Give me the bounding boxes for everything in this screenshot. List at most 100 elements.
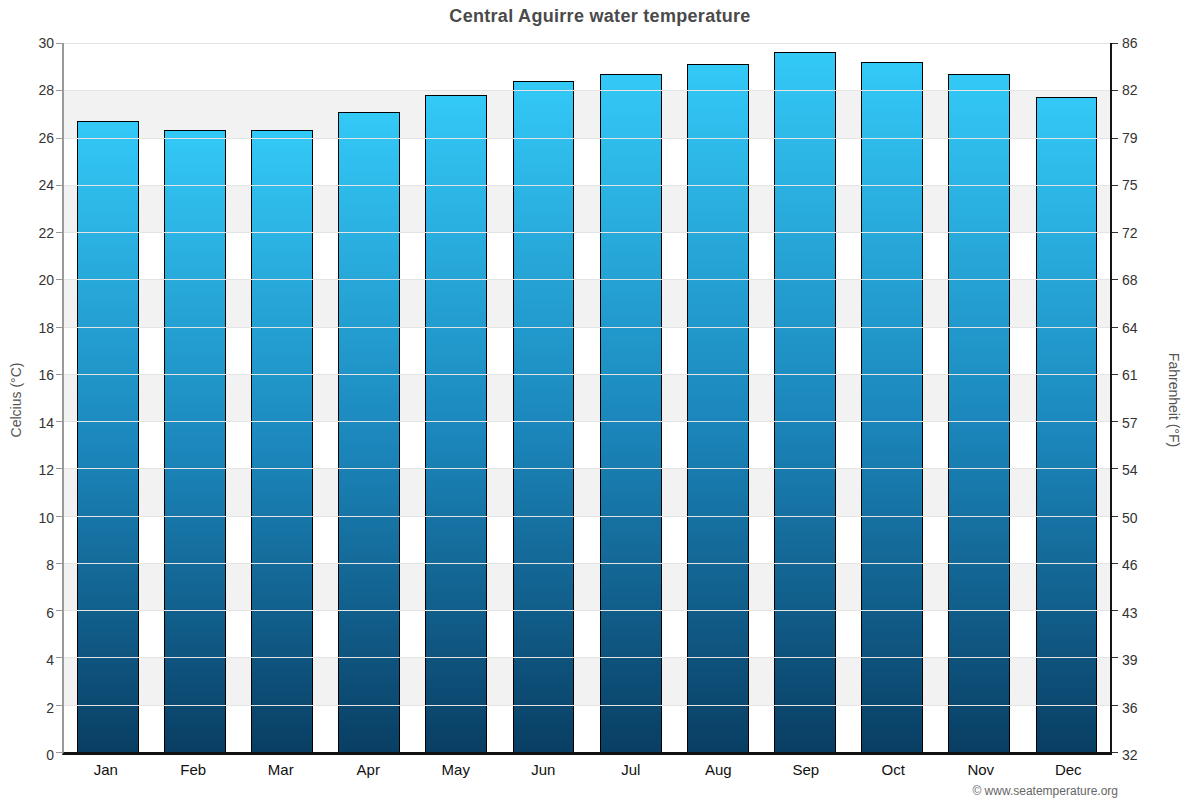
tick-mark-left (56, 752, 62, 753)
month-label-jul: Jul (587, 761, 675, 778)
chart-title: Central Aguirre water temperature (0, 6, 1200, 27)
gridline (64, 516, 1110, 517)
gridline (64, 610, 1110, 611)
tick-mark-left (56, 232, 62, 233)
celsius-tick-label: 4 (46, 651, 54, 669)
month-label-jan: Jan (62, 761, 150, 778)
celsius-tick-label: 10 (38, 509, 54, 527)
tick-mark-left (56, 138, 62, 139)
temperature-bar-jun (513, 81, 575, 752)
fahrenheit-tick-label: 64 (1122, 319, 1138, 337)
tick-mark-right (1112, 279, 1118, 280)
fahrenheit-tick-label: 75 (1122, 176, 1138, 194)
y-axis-labels-fahrenheit: 86827975726864615754504643393632 (1122, 43, 1182, 755)
chart-container: Central Aguirre water temperature Celciu… (0, 0, 1200, 800)
tick-mark-left (56, 185, 62, 186)
plot-area (62, 43, 1112, 755)
y-axis-labels-celsius: 302826242220181614121086420 (0, 43, 54, 755)
celsius-tick-label: 14 (38, 414, 54, 432)
month-label-aug: Aug (675, 761, 763, 778)
tick-mark-left (56, 279, 62, 280)
celsius-tick-label: 6 (46, 604, 54, 622)
tick-mark-left (56, 43, 62, 44)
celsius-tick-label: 8 (46, 556, 54, 574)
bar-slot-oct (849, 43, 936, 752)
tick-mark-right (1112, 43, 1118, 44)
tick-mark-right (1112, 374, 1118, 375)
temperature-bar-oct (861, 62, 923, 752)
tick-mark-left (56, 327, 62, 328)
month-label-oct: Oct (850, 761, 938, 778)
gridline (64, 657, 1110, 658)
bar-slot-apr (326, 43, 413, 752)
month-label-nov: Nov (937, 761, 1025, 778)
gridline (64, 279, 1110, 280)
fahrenheit-tick-label: 72 (1122, 224, 1138, 242)
celsius-tick-label: 0 (46, 746, 54, 764)
celsius-tick-label: 24 (38, 176, 54, 194)
tick-mark-left (56, 421, 62, 422)
tick-mark-left (56, 90, 62, 91)
gridline (64, 421, 1110, 422)
gridline (64, 90, 1110, 91)
celsius-tick-label: 28 (38, 81, 54, 99)
fahrenheit-tick-label: 79 (1122, 129, 1138, 147)
bar-slot-may (413, 43, 500, 752)
fahrenheit-tick-label: 36 (1122, 699, 1138, 717)
tick-mark-right (1112, 138, 1118, 139)
tick-mark-right (1112, 516, 1118, 517)
gridline (64, 374, 1110, 375)
tick-mark-right (1112, 185, 1118, 186)
temperature-bar-jul (600, 74, 662, 752)
gridline (64, 232, 1110, 233)
tick-mark-right (1112, 90, 1118, 91)
month-label-may: May (412, 761, 500, 778)
fahrenheit-tick-label: 32 (1122, 746, 1138, 764)
tick-mark-right (1112, 468, 1118, 469)
fahrenheit-tick-label: 82 (1122, 81, 1138, 99)
gridline (64, 185, 1110, 186)
bar-slot-dec (1023, 43, 1110, 752)
month-label-feb: Feb (150, 761, 238, 778)
celsius-tick-label: 2 (46, 699, 54, 717)
celsius-tick-label: 12 (38, 461, 54, 479)
fahrenheit-tick-label: 86 (1122, 34, 1138, 52)
fahrenheit-tick-label: 68 (1122, 271, 1138, 289)
x-axis-labels: JanFebMarAprMayJunJulAugSepOctNovDec (62, 761, 1112, 778)
bar-slot-jul (587, 43, 674, 752)
month-label-jun: Jun (500, 761, 588, 778)
gridline (64, 327, 1110, 328)
gridline (64, 563, 1110, 564)
tick-mark-left (56, 705, 62, 706)
tick-mark-right (1112, 657, 1118, 658)
bar-slot-sep (761, 43, 848, 752)
bar-slot-nov (936, 43, 1023, 752)
fahrenheit-tick-label: 61 (1122, 366, 1138, 384)
tick-mark-right (1112, 752, 1118, 753)
month-label-apr: Apr (325, 761, 413, 778)
celsius-tick-label: 22 (38, 224, 54, 242)
bar-slot-feb (151, 43, 238, 752)
tick-mark-right (1112, 563, 1118, 564)
month-label-sep: Sep (762, 761, 850, 778)
temperature-bar-may (425, 95, 487, 752)
temperature-bar-sep (774, 52, 836, 752)
tick-mark-left (56, 563, 62, 564)
temperature-bar-mar (251, 130, 313, 752)
tick-mark-right (1112, 327, 1118, 328)
bar-slot-jan (64, 43, 151, 752)
tick-mark-left (56, 610, 62, 611)
gridline (64, 468, 1110, 469)
tick-mark-right (1112, 232, 1118, 233)
celsius-tick-label: 20 (38, 271, 54, 289)
gridline (64, 138, 1110, 139)
tick-mark-left (56, 657, 62, 658)
celsius-tick-label: 16 (38, 366, 54, 384)
temperature-bar-aug (687, 64, 749, 752)
celsius-tick-label: 30 (38, 34, 54, 52)
bar-slot-mar (238, 43, 325, 752)
tick-mark-right (1112, 610, 1118, 611)
temperature-bar-feb (164, 130, 226, 752)
tick-mark-left (56, 374, 62, 375)
bar-series (64, 43, 1110, 752)
